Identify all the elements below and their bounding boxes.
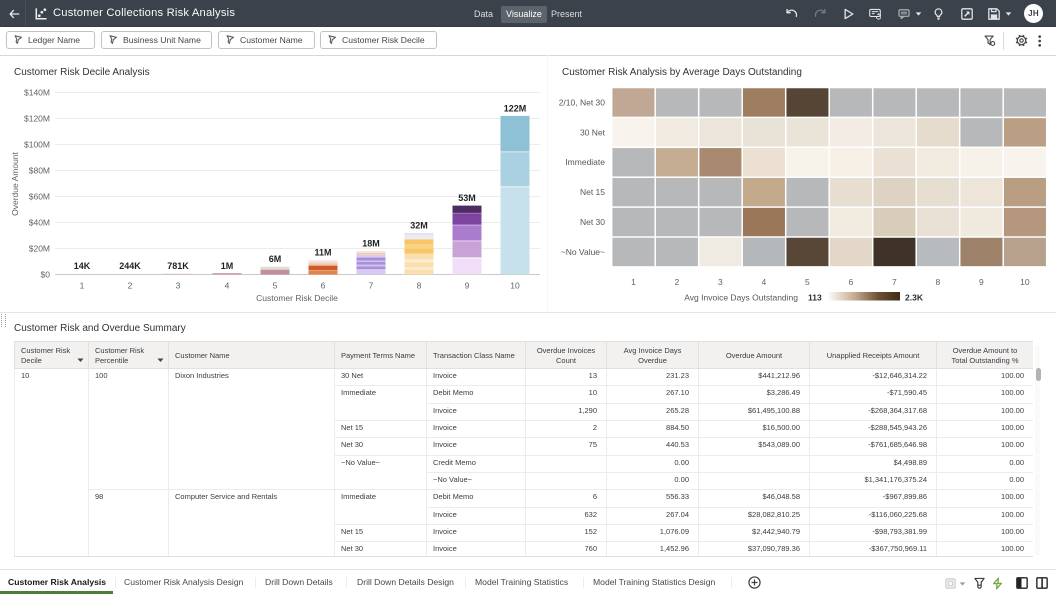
- svg-text:4: 4: [762, 277, 767, 287]
- svg-text:$60M: $60M: [29, 192, 50, 202]
- svg-text:2.3K: 2.3K: [905, 293, 924, 303]
- svg-text:9: 9: [465, 281, 470, 291]
- svg-text:5: 5: [273, 281, 278, 291]
- svg-text:11M: 11M: [314, 248, 331, 258]
- svg-text:$80M: $80M: [29, 166, 50, 176]
- svg-text:113: 113: [808, 293, 822, 303]
- svg-text:2: 2: [128, 281, 133, 291]
- svg-text:7: 7: [892, 277, 897, 287]
- svg-text:$120M: $120M: [24, 114, 50, 124]
- svg-text:10: 10: [1020, 277, 1030, 287]
- svg-text:9: 9: [979, 277, 984, 287]
- svg-text:Customer Risk Decile: Customer Risk Decile: [256, 293, 338, 303]
- svg-text:Avg Invoice Days Outstanding: Avg Invoice Days Outstanding: [684, 293, 798, 303]
- svg-text:32M: 32M: [410, 220, 428, 230]
- svg-text:$20M: $20M: [29, 244, 50, 254]
- svg-text:3: 3: [176, 281, 181, 291]
- svg-text:7: 7: [369, 281, 374, 291]
- svg-text:8: 8: [936, 277, 941, 287]
- svg-text:5: 5: [805, 277, 810, 287]
- svg-text:2: 2: [675, 277, 680, 287]
- svg-text:2/10, Net 30: 2/10, Net 30: [559, 98, 606, 108]
- svg-text:~No Value~: ~No Value~: [561, 247, 605, 257]
- svg-text:781K: 781K: [167, 261, 189, 271]
- svg-text:1M: 1M: [221, 261, 234, 271]
- svg-text:1: 1: [631, 277, 636, 287]
- svg-text:6M: 6M: [269, 254, 282, 264]
- svg-text:244K: 244K: [119, 261, 141, 271]
- svg-text:53M: 53M: [458, 193, 476, 203]
- svg-text:Overdue Amount: Overdue Amount: [10, 151, 20, 215]
- svg-text:6: 6: [849, 277, 854, 287]
- svg-text:$140M: $140M: [24, 88, 50, 98]
- svg-text:18M: 18M: [362, 239, 380, 249]
- svg-text:122M: 122M: [504, 103, 527, 113]
- svg-text:$100M: $100M: [24, 140, 50, 150]
- svg-text:30 Net: 30 Net: [580, 127, 606, 137]
- svg-text:10: 10: [510, 281, 520, 291]
- svg-text:14K: 14K: [74, 261, 91, 271]
- svg-text:1: 1: [80, 281, 85, 291]
- svg-text:Net 30: Net 30: [580, 217, 605, 227]
- svg-text:Immediate: Immediate: [565, 157, 605, 167]
- svg-text:$0: $0: [41, 270, 51, 280]
- svg-text:4: 4: [225, 281, 230, 291]
- svg-text:6: 6: [321, 281, 326, 291]
- svg-text:3: 3: [718, 277, 723, 287]
- svg-text:$40M: $40M: [29, 218, 50, 228]
- svg-text:8: 8: [417, 281, 422, 291]
- svg-text:Net 15: Net 15: [580, 187, 605, 197]
